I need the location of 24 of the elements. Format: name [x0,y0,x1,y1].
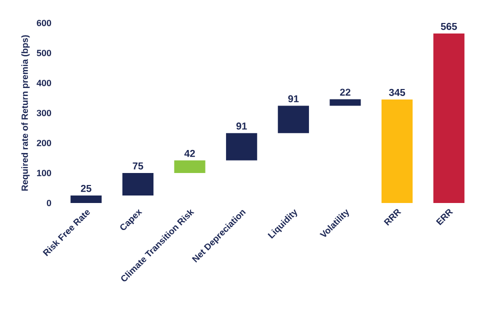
bar [226,133,258,160]
y-tick-label: 500 [36,50,52,56]
bar [278,106,309,134]
data-label: 91 [236,122,247,130]
data-label: 565 [440,22,457,30]
y-tick-label: 300 [36,110,52,116]
y-tick-label: 400 [36,80,52,86]
y-tick-label: 0 [46,200,52,206]
bar [330,99,361,106]
bar [382,100,413,203]
bar [70,196,102,203]
y-tick-label: 100 [37,170,52,176]
data-label: 22 [340,88,350,96]
data-label: 42 [184,150,195,157]
data-label: 75 [132,162,144,170]
y-axis-title: Required rate of Return premia (bps) [21,35,30,191]
bar [433,34,464,203]
data-label: 91 [288,95,299,102]
y-tick-label: 600 [36,20,52,26]
bar [122,173,154,196]
bar [174,160,206,173]
data-label: 345 [389,88,406,96]
y-tick-label: 200 [36,140,52,146]
data-label: 25 [80,184,92,192]
